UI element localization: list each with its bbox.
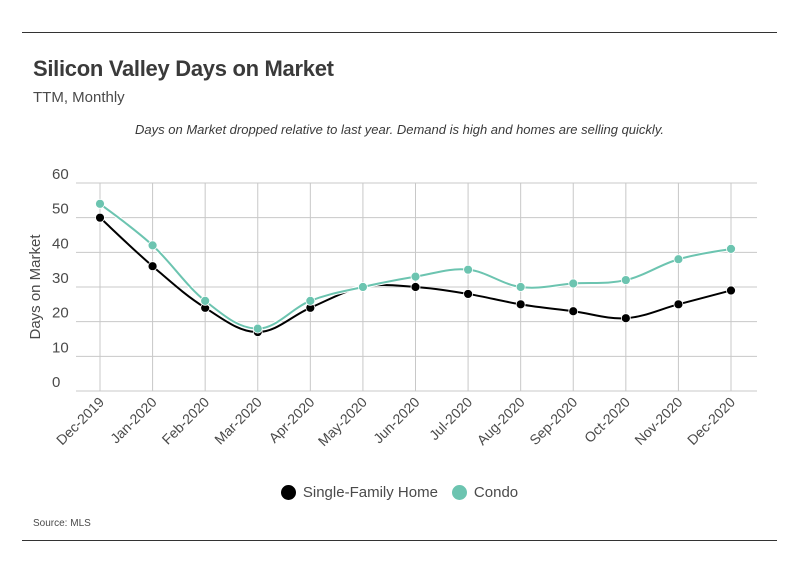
single-family-home-point	[147, 261, 158, 272]
source-note: Source: MLS	[33, 518, 91, 529]
chart-legend: Single-Family Home Condo	[0, 484, 799, 501]
chart-subtitle: TTM, Monthly	[33, 89, 125, 106]
single-family-home-point	[515, 299, 526, 310]
legend-label: Single-Family Home	[302, 484, 438, 501]
x-tick-label: Oct-2020	[581, 394, 633, 446]
x-tick-label: Nov-2020	[631, 394, 685, 448]
condo-point	[410, 271, 421, 282]
y-tick-label: 20	[52, 305, 69, 322]
x-tick-label: Jun-2020	[370, 394, 423, 447]
y-tick-label: 60	[52, 166, 69, 183]
single-family-home-point	[726, 285, 736, 296]
x-tick-label: Apr-2020	[265, 394, 317, 446]
single-family-home-point	[620, 313, 631, 324]
y-tick-label: 50	[52, 201, 69, 218]
bottom-rule	[22, 540, 777, 541]
x-tick-label: Sep-2020	[526, 394, 580, 448]
x-tick-label: Jan-2020	[107, 394, 160, 447]
y-tick-label: 40	[52, 235, 69, 252]
x-tick-label: Dec-2019	[53, 394, 107, 448]
chart-title: Silicon Valley Days on Market	[33, 56, 334, 81]
y-tick-label: 0	[52, 374, 60, 391]
legend-item-condo: Condo	[451, 484, 519, 501]
legend-label: Condo	[473, 484, 519, 501]
condo-point	[620, 275, 631, 285]
single-family-home-point	[95, 212, 105, 223]
x-tick-label: Dec-2020	[684, 394, 738, 448]
condo-point	[568, 278, 579, 289]
y-axis-label: Days on Market	[27, 234, 44, 340]
x-tick-label: Jul-2020	[426, 394, 475, 443]
x-tick-label: Aug-2020	[474, 394, 528, 448]
condo-point	[673, 254, 684, 265]
x-tick-label: May-2020	[315, 394, 370, 449]
y-tick-label: 30	[52, 270, 69, 287]
chart-annotation: Days on Market dropped relative to last …	[135, 122, 664, 137]
condo-point	[515, 282, 526, 292]
x-tick-label: Mar-2020	[211, 394, 265, 448]
x-tick-label: Feb-2020	[159, 394, 213, 448]
legend-item-single-family-home: Single-Family Home	[280, 484, 438, 501]
condo-point	[305, 295, 316, 306]
condo-point	[463, 264, 473, 275]
condo-point	[252, 323, 263, 334]
condo-point	[726, 243, 736, 254]
single-family-home-point	[410, 282, 421, 292]
condo-point	[147, 240, 158, 251]
condo-point	[95, 198, 105, 209]
legend-swatch	[280, 485, 296, 500]
single-family-home-point	[673, 299, 684, 310]
legend-swatch	[451, 485, 467, 500]
condo-point	[358, 282, 368, 292]
y-tick-label: 10	[52, 339, 69, 356]
condo-point	[200, 295, 211, 306]
single-family-home-point	[568, 306, 579, 317]
top-rule	[22, 32, 777, 33]
single-family-home-point	[463, 289, 473, 299]
